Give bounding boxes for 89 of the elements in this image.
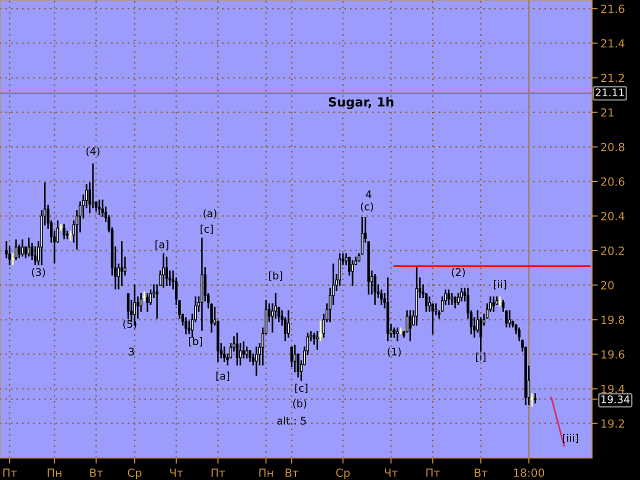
y-tick-label: 21.2 — [601, 74, 624, 82]
candlestick — [408, 310, 412, 342]
y-tick-label: 19.6 — [602, 350, 624, 359]
annotation: (b) — [293, 399, 306, 409]
y-tick-label: 19.2 — [602, 419, 624, 428]
candlestick — [508, 310, 511, 328]
y-tick-label: 20.2 — [601, 246, 624, 255]
candlestick — [223, 346, 226, 362]
candlestick — [351, 260, 354, 286]
y-tick-label: 20.6 — [601, 177, 624, 186]
annotation: [a] — [216, 372, 230, 381]
annotation: 3 — [128, 348, 134, 356]
candlestick — [242, 341, 245, 358]
candlestick — [450, 292, 454, 305]
annotation: [iii] — [563, 434, 578, 444]
candlestick — [98, 200, 101, 216]
candlestick — [396, 328, 399, 342]
x-tick-label: Пт — [212, 468, 226, 477]
x-tick-label: Пн — [48, 468, 62, 477]
annotation: (2) — [452, 268, 465, 278]
y-tick-label: 19.8 — [602, 316, 624, 324]
annotation: 4 — [366, 190, 372, 198]
candlestick — [248, 350, 252, 362]
x-tick-label: Вт — [90, 468, 103, 477]
x-tick-label: Чт — [384, 468, 398, 477]
annotation: (4) — [86, 147, 100, 156]
candlestick — [530, 393, 534, 407]
candlestick — [60, 224, 62, 231]
candlestick — [374, 274, 376, 305]
candlestick — [287, 310, 290, 338]
annotation: [b] — [269, 271, 282, 281]
annotation: (1) — [388, 347, 401, 357]
candlestick — [447, 290, 450, 305]
line-series — [550, 396, 565, 447]
annotation: [ii] — [494, 280, 506, 290]
y-tick-label: 20.8 — [601, 142, 624, 152]
candlestick — [255, 346, 258, 376]
annotation: (a) — [204, 209, 216, 219]
x-tick-label: Вт — [474, 468, 488, 477]
x-tick-label: Пт — [426, 468, 440, 477]
candlestick — [120, 241, 124, 286]
y-tick-label: 21 — [601, 108, 614, 117]
candlestick — [165, 256, 168, 286]
candlestick — [184, 317, 188, 334]
candlestick — [460, 288, 463, 302]
annotation: [c] — [295, 384, 308, 394]
candlestick — [236, 332, 238, 366]
x-tick-label: Ср — [336, 468, 350, 480]
candlestick — [319, 320, 322, 342]
candlestick — [146, 292, 149, 312]
annotation: (c) — [360, 202, 374, 212]
x-tick-label: 18:00 — [514, 468, 544, 477]
candlestick — [454, 296, 456, 308]
candlestick — [12, 253, 14, 266]
annotation: [a] — [156, 240, 168, 250]
annotation: (5) — [123, 320, 136, 330]
text: Sugar, 1h — [328, 96, 394, 110]
candlestick — [62, 224, 66, 240]
candlestick — [360, 216, 364, 255]
candlestick — [21, 239, 24, 257]
x-tick-label: Пт — [3, 468, 17, 477]
y-tick-label: 19.34 — [601, 395, 630, 404]
y-tick-label: 20.4 — [601, 212, 624, 220]
x-tick-label: Вт — [286, 468, 298, 477]
x-tick-label: Пн — [259, 468, 273, 477]
candlestick — [498, 296, 502, 307]
candlestick — [162, 253, 165, 288]
candlestick — [399, 328, 402, 334]
x-tick-label: Чт — [170, 468, 184, 477]
candlestick — [126, 292, 130, 319]
candlestick — [534, 393, 537, 404]
y-tick-label: 20 — [601, 281, 614, 290]
ref-line-label: 21.11 — [596, 88, 624, 96]
annotation: alt.: 5 — [277, 416, 306, 425]
y-tick-label: 21.4 — [601, 39, 624, 48]
candlestick — [28, 238, 30, 257]
annotation: [i] — [476, 352, 486, 362]
y-tick-label: 21.6 — [601, 4, 624, 14]
x-tick-label: Ср — [128, 468, 142, 480]
candlestick — [142, 291, 146, 302]
y-tick-label: 19.4 — [602, 384, 624, 394]
annotation: (3) — [32, 268, 45, 278]
candlestick — [316, 331, 319, 350]
annotation: [b] — [189, 337, 202, 346]
candlestick — [69, 230, 72, 241]
candlestick — [492, 296, 495, 312]
candlestick — [14, 239, 18, 260]
candlestick — [294, 344, 296, 372]
annotation: [c] — [200, 224, 213, 234]
